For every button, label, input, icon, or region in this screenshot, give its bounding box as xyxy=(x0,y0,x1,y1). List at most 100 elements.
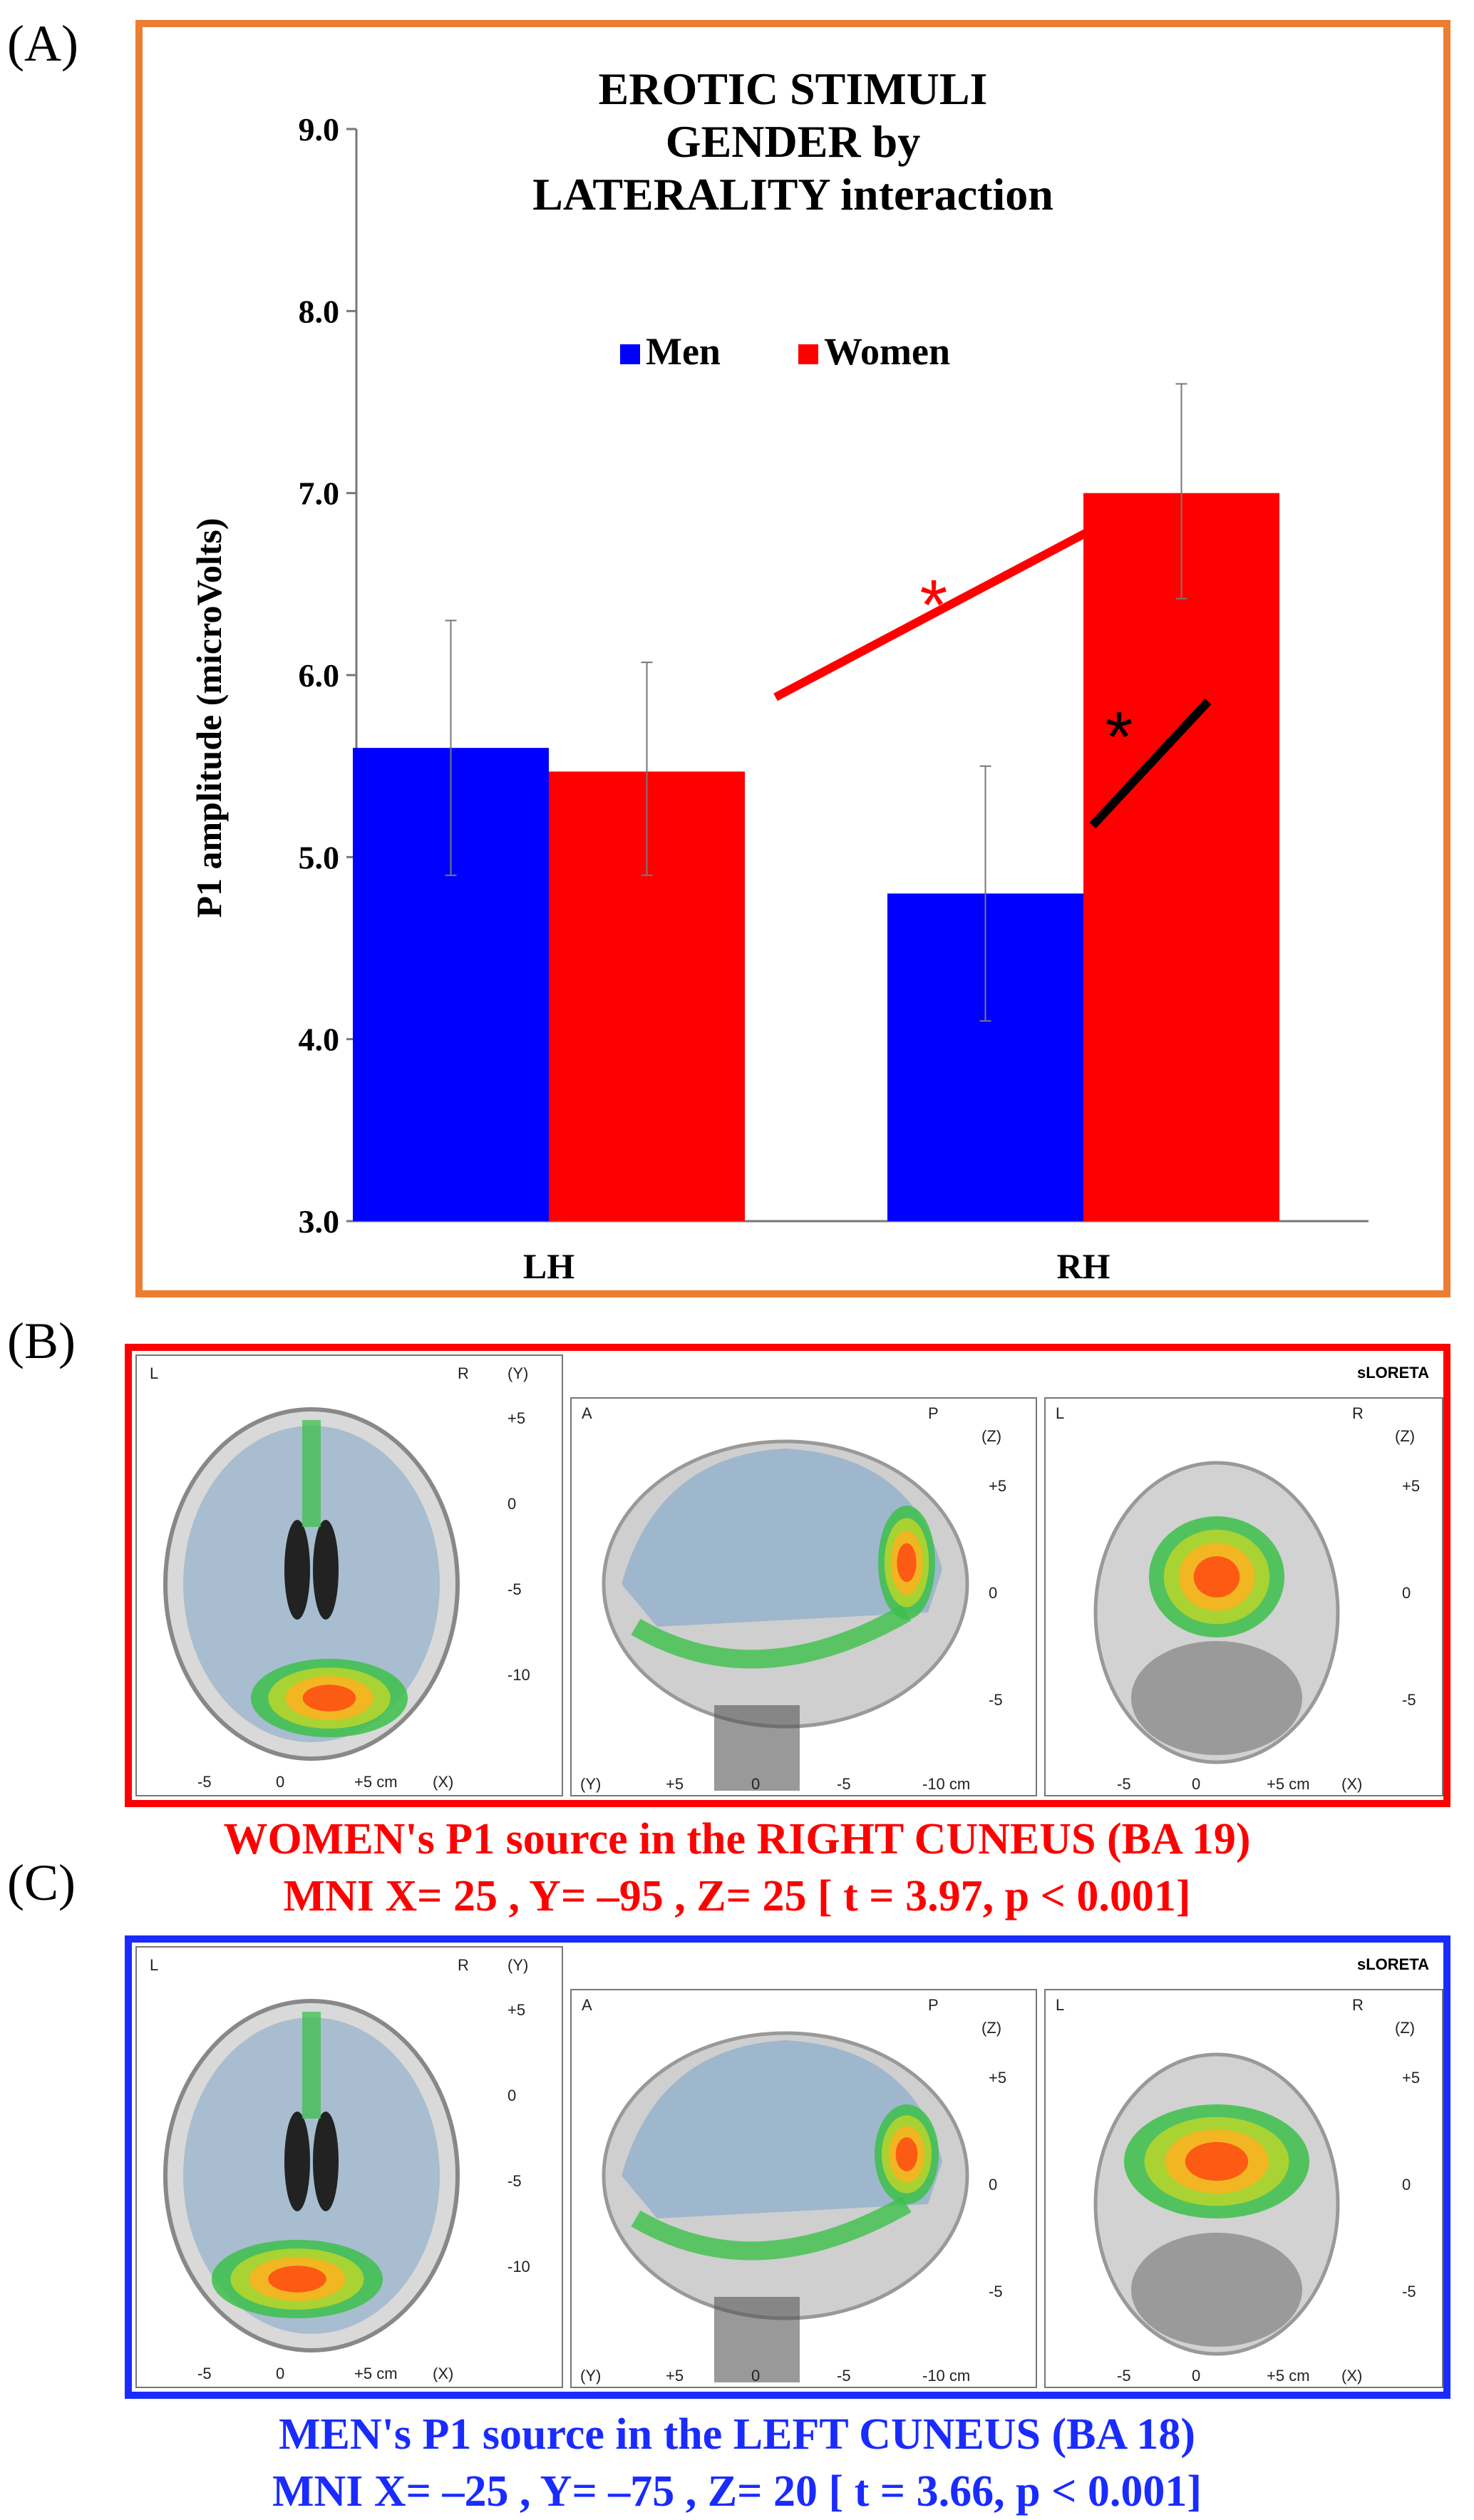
sagittal-brain-image xyxy=(572,1990,1036,2387)
coronal-brain-image xyxy=(1046,1399,1442,1795)
coronal-tick-label: +5 xyxy=(1402,1477,1421,1495)
orientation-label-p: P xyxy=(928,1996,939,2014)
sagittal-x-tick-label: -5 xyxy=(837,2367,851,2385)
sagittal-tick-label: 0 xyxy=(989,1584,998,1602)
sloreta-badge: sLORETA xyxy=(1356,1364,1429,1382)
legend-label-men: Men xyxy=(646,330,721,373)
axis-label-z: (Z) xyxy=(1395,2019,1416,2037)
coronal-activation-blob xyxy=(1124,2104,1309,2218)
coronal-tick-label: 0 xyxy=(1402,1584,1411,1602)
sagittal-tick-label: 0 xyxy=(989,2176,998,2194)
axial-tick-label: -5 xyxy=(507,1580,522,1598)
legend-label-women: Women xyxy=(824,330,950,373)
coronal-x-tick-label: -5 xyxy=(1117,1775,1131,1793)
sagittal-x-tick-label: 0 xyxy=(751,1775,761,1793)
panel-label-a: (A) xyxy=(7,15,78,72)
axis-label-y: (Y) xyxy=(507,1364,529,1382)
coronal-cerebellum xyxy=(1131,2233,1302,2347)
axial-view: L R (Y) +5 0 -5 -10 -5 0 +5 cm (X) xyxy=(135,1354,563,1796)
sagittal-x-tick-label: +5 xyxy=(666,2367,684,2385)
coronal-x-tick-label: 0 xyxy=(1192,2367,1201,2385)
sagittal-x-tick-label: -10 cm xyxy=(922,2367,971,2385)
coronal-tick-label: 0 xyxy=(1402,2176,1411,2194)
orientation-label-l: L xyxy=(1056,1996,1065,2014)
y-tick-label: 7.0 xyxy=(299,475,340,512)
coronal-x-tick-label: (X) xyxy=(1341,1775,1363,1793)
axial-ventricle-left xyxy=(284,2112,310,2211)
coronal-view: L R (Z) +5 0 -5 -5 0 +5 cm (X) xyxy=(1044,1989,1443,2388)
axial-x-tick-label: 0 xyxy=(276,1773,285,1791)
axial-midline-activation xyxy=(302,2012,321,2119)
women-caption-line-1: WOMEN's P1 source in the RIGHT CUNEUS (B… xyxy=(223,1815,1251,1863)
bar-chart: 3.0 4.0 5.0 6.0 7.0 8.0 9.0 P1 amplitude (micro… xyxy=(189,111,1369,1286)
axis-label-z: (Z) xyxy=(981,1427,1002,1445)
y-tick-label: 9.0 xyxy=(299,111,340,148)
men-caption-line-1: MEN's P1 source in the LEFT CUNEUS (BA 1… xyxy=(278,2410,1195,2459)
orientation-label-r: R xyxy=(1352,1404,1364,1422)
axial-brain-image xyxy=(137,1356,562,1795)
axial-ventricle-right xyxy=(313,2112,339,2211)
sagittal-tick-label: -5 xyxy=(989,2283,1003,2300)
sagittal-brainstem xyxy=(714,2297,800,2382)
legend-swatch-men xyxy=(620,344,640,364)
men-caption-line-2: MNI X= –25 , Y= –75 , Z= 20 [ t = 3.66, … xyxy=(272,2467,1202,2516)
coronal-x-tick-label: (X) xyxy=(1341,2367,1363,2385)
sagittal-x-tick-label: (Y) xyxy=(580,2367,602,2385)
axial-x-tick-label: 0 xyxy=(276,2365,285,2382)
significance-star-rh: * xyxy=(1106,697,1133,777)
axial-x-tick-label: -5 xyxy=(197,1773,212,1791)
axial-activation-blob xyxy=(251,1659,408,1737)
axial-x-tick-label: (X) xyxy=(433,1773,454,1791)
sagittal-cortex xyxy=(622,2040,942,2218)
coronal-activation-blob xyxy=(1149,1516,1284,1637)
sagittal-activation-band xyxy=(631,1604,912,1669)
axial-tick-label: -10 xyxy=(507,2258,530,2275)
panel-label-b: (B) xyxy=(7,1312,76,1369)
women-source-panel: sLORETA L R (Y) +5 0 -5 -10 -5 0 +5 cm (X) A P (Z) +5 0… xyxy=(125,1344,1450,1807)
orientation-label-p: P xyxy=(928,1404,939,1422)
y-tick-label: 8.0 xyxy=(299,293,340,329)
orientation-label-a: A xyxy=(582,1404,592,1422)
axial-ventricle-right xyxy=(313,1520,339,1620)
coronal-tick-label: -5 xyxy=(1402,1691,1416,1709)
sagittal-tick-label: +5 xyxy=(989,2069,1007,2087)
sloreta-badge: sLORETA xyxy=(1356,1955,1429,1973)
y-tick-label: 4.0 xyxy=(299,1022,340,1058)
orientation-label-r: R xyxy=(458,1956,469,1974)
axial-ventricle-left xyxy=(284,1520,310,1620)
women-caption-line-2: MNI X= 25 , Y= –95 , Z= 25 [ t = 3.97, p… xyxy=(283,1872,1191,1920)
chart-title-line-3: LATERALITY interaction xyxy=(532,169,1053,220)
coronal-view: L R (Z) +5 0 -5 -5 0 +5 cm (X) xyxy=(1044,1397,1443,1796)
orientation-label-r: R xyxy=(1352,1996,1364,2014)
y-tick-label: 6.0 xyxy=(299,657,340,694)
men-source-panel: sLORETA L R (Y) +5 0 -5 -10 -5 0 +5 cm (X) A P (Z) +5 0… xyxy=(125,1935,1450,2399)
axis-label-z: (Z) xyxy=(981,2019,1002,2037)
significance-line-women xyxy=(773,511,1121,701)
sagittal-x-tick-label: +5 xyxy=(666,1775,684,1793)
coronal-x-tick-label: -5 xyxy=(1117,2367,1131,2385)
chart-panel: 3.0 4.0 5.0 6.0 7.0 8.0 9.0 P1 amplitude (micro… xyxy=(135,20,1450,1297)
axial-midline-activation xyxy=(302,1420,321,1527)
sagittal-x-tick-label: -5 xyxy=(837,1775,851,1793)
y-tick-label: 5.0 xyxy=(299,839,340,875)
sagittal-activation-band xyxy=(631,2196,912,2261)
axial-tick-label: -10 xyxy=(507,1666,530,1684)
orientation-label-r: R xyxy=(458,1364,469,1382)
sagittal-brain-image xyxy=(572,1399,1036,1795)
sagittal-view: A P (Z) +5 0 -5 (Y) +5 0 -5 -10 cm xyxy=(570,1397,1037,1796)
axial-activation-blob xyxy=(212,2240,383,2318)
coronal-cerebellum xyxy=(1131,1641,1302,1755)
axis-label-z: (Z) xyxy=(1395,1427,1416,1445)
sagittal-activation-blob xyxy=(875,2104,939,2204)
sagittal-brainstem xyxy=(714,1705,800,1791)
axial-x-tick-label: (X) xyxy=(433,2365,454,2382)
axial-cortex xyxy=(183,1426,440,1742)
orientation-label-l: L xyxy=(150,1364,159,1382)
significance-star-women: * xyxy=(920,565,948,645)
coronal-brain-image xyxy=(1046,1990,1442,2387)
chart-title-line-2: GENDER by xyxy=(665,116,921,167)
panel-label-c: (C) xyxy=(7,1854,76,1911)
sagittal-cortex xyxy=(622,1449,942,1627)
significance-line-rh xyxy=(1089,698,1212,829)
axial-tick-label: 0 xyxy=(507,1495,517,1513)
